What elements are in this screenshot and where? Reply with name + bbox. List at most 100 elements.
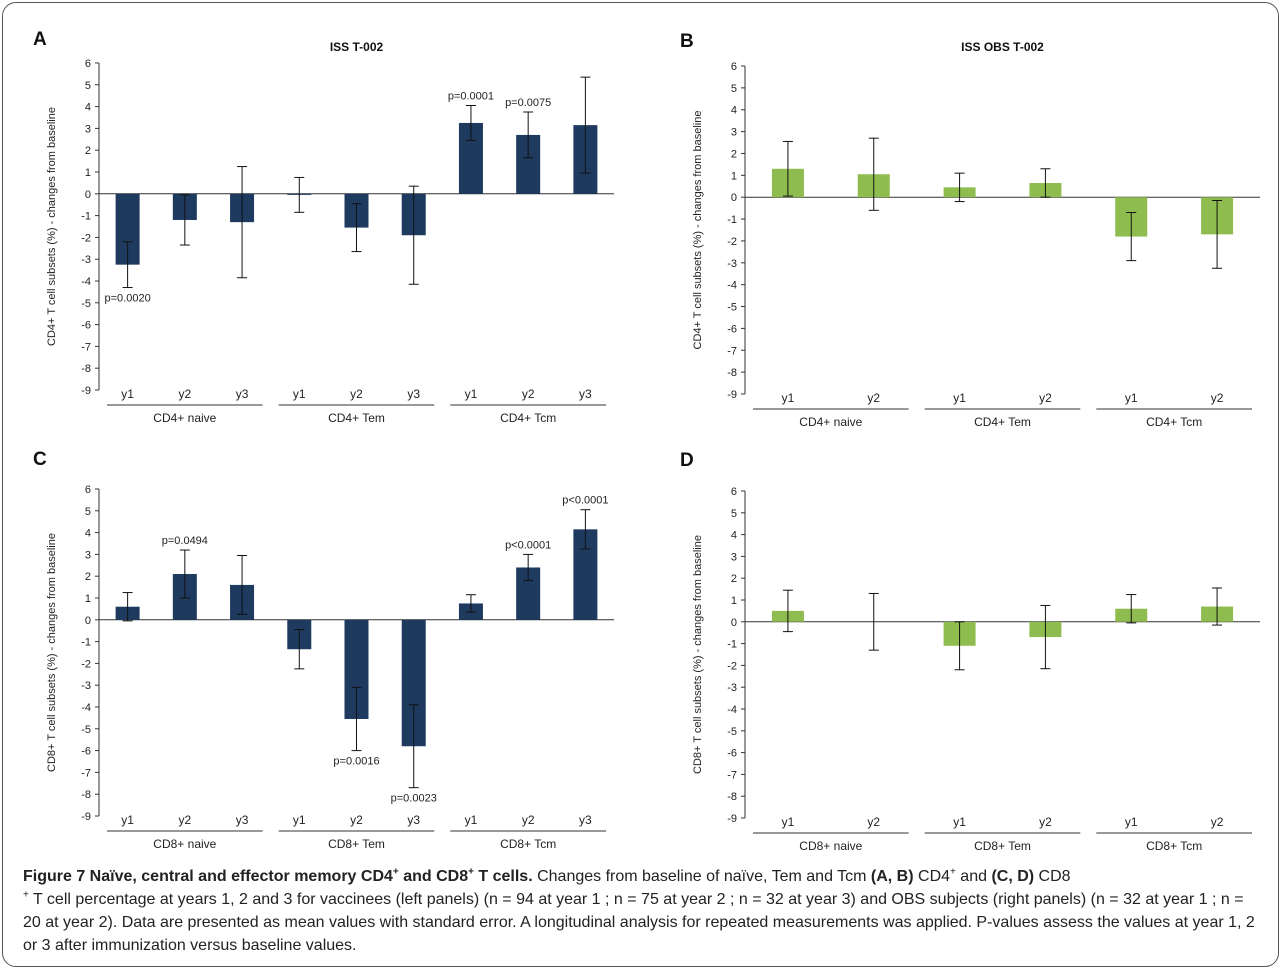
x-tick-label: y2	[178, 387, 191, 401]
y-tick-label: 4	[85, 102, 91, 114]
y-tick-label: -6	[81, 320, 91, 332]
panel-letter: D	[680, 450, 694, 471]
group-label: CD8+ Tcm	[1146, 839, 1202, 853]
x-tick-label: y2	[867, 391, 880, 405]
figure-caption: Figure 7 Naïve, central and effector mem…	[23, 866, 1255, 954]
y-tick-label: 5	[731, 83, 737, 95]
y-tick-label: 3	[85, 123, 91, 135]
chart-panel-c: C 6 5 4 3 2 1 0 -1 -2 -3 -4 -5 -6 -7 -8 -9 CD8+ T cell su…	[33, 449, 614, 851]
y-tick-label: -7	[727, 345, 737, 357]
y-tick-label: -1	[81, 637, 91, 649]
group-label: CD8+ Tem	[328, 837, 385, 851]
x-tick-label: y2	[867, 815, 880, 829]
x-tick-label: y3	[407, 387, 420, 401]
chart-title: ISS T-002	[330, 40, 384, 54]
y-tick-label: 6	[731, 486, 737, 498]
y-tick-label: 1	[731, 170, 737, 182]
x-tick-label: y1	[121, 813, 134, 827]
p-value-label: p=0.0020	[105, 293, 151, 305]
caption-text-1: Changes from baseline of naïve, Tem and …	[532, 868, 871, 885]
panel-letter: C	[33, 449, 47, 470]
x-tick-label: y1	[293, 813, 306, 827]
y-tick-label: 5	[731, 508, 737, 520]
y-tick-label: -8	[727, 791, 737, 803]
y-tick-label: -4	[727, 704, 737, 716]
y-tick-label: -7	[81, 767, 91, 779]
y-tick-label: -1	[81, 211, 91, 223]
chart-panel-b: B ISS OBS T-002 6 5 4 3 2 1 0 -1 -2 -3 -4 -5 -6 -7 -8 -9 C…	[680, 31, 1260, 429]
y-tick-label: -6	[81, 746, 91, 758]
y-tick-label: -8	[81, 789, 91, 801]
y-tick-label: 2	[731, 148, 737, 160]
y-tick-label: 2	[85, 145, 91, 157]
group-label: CD4+ naive	[799, 415, 862, 429]
p-value-label: p=0.0001	[448, 91, 494, 103]
y-axis-label: CD8+ T cell subsets (%) - changes from b…	[692, 535, 704, 774]
y-tick-label: 2	[85, 571, 91, 583]
y-tick-label: -5	[727, 726, 737, 738]
x-tick-label: y2	[1211, 815, 1224, 829]
y-tick-label: -1	[727, 639, 737, 651]
figure-charts: A ISS T-002 6 5 4 3 2 1 0 -1 -2 -3 -4 -5 -6 -7 -8 -9 CD4+ …	[33, 29, 1260, 853]
y-tick-label: -5	[81, 298, 91, 310]
y-tick-label: 3	[731, 551, 737, 563]
x-tick-label: y1	[953, 391, 966, 405]
y-tick-label: -9	[81, 811, 91, 823]
group-label: CD4+ naive	[153, 411, 216, 425]
x-tick-label: y3	[236, 387, 249, 401]
y-tick-label: -7	[727, 769, 737, 781]
p-value-label: p=0.0075	[505, 97, 551, 109]
caption-title: Figure 7 Naïve, central and effector mem…	[23, 866, 533, 885]
y-tick-label: -5	[727, 302, 737, 314]
x-tick-label: y1	[1125, 391, 1138, 405]
y-tick-label: -5	[81, 724, 91, 736]
caption-ref-ab: (A, B)	[870, 868, 914, 885]
x-tick-label: y2	[1211, 391, 1224, 405]
x-tick-label: y3	[407, 813, 420, 827]
group-label: CD4+ Tcm	[1146, 415, 1202, 429]
x-tick-label: y2	[522, 387, 535, 401]
y-tick-label: -6	[727, 323, 737, 335]
p-value-label: p<0.0001	[562, 495, 608, 507]
y-tick-label: 3	[85, 549, 91, 561]
y-tick-label: -7	[81, 341, 91, 353]
y-tick-label: -2	[81, 658, 91, 670]
y-tick-label: -1	[727, 214, 737, 226]
y-tick-label: -4	[81, 702, 91, 714]
y-tick-label: -2	[727, 660, 737, 672]
y-tick-label: -3	[727, 258, 737, 270]
caption-ref-cd: (C, D)	[991, 868, 1035, 885]
x-tick-label: y3	[236, 813, 249, 827]
panel-letter: B	[680, 31, 694, 52]
x-tick-label: y1	[465, 387, 478, 401]
y-tick-label: 2	[731, 573, 737, 585]
y-tick-label: -2	[727, 236, 737, 248]
y-tick-label: -9	[727, 813, 737, 825]
y-tick-label: 1	[85, 593, 91, 605]
y-tick-label: 4	[85, 528, 91, 540]
y-tick-label: -3	[727, 682, 737, 694]
x-tick-label: y2	[178, 813, 191, 827]
y-tick-label: 0	[85, 615, 91, 627]
y-tick-label: 0	[85, 189, 91, 201]
x-tick-label: y3	[579, 813, 592, 827]
p-value-label: p<0.0001	[505, 539, 551, 551]
p-value-label: p=0.0023	[391, 793, 437, 805]
group-label: CD8+ naive	[799, 839, 862, 853]
x-tick-label: y2	[350, 387, 363, 401]
y-tick-label: 1	[85, 167, 91, 179]
x-tick-label: y2	[1039, 391, 1052, 405]
panel-letter: A	[33, 29, 47, 50]
x-tick-label: y1	[1125, 815, 1138, 829]
group-label: CD4+ Tcm	[500, 411, 556, 425]
x-tick-label: y1	[953, 815, 966, 829]
p-value-label: p=0.0016	[333, 756, 379, 768]
y-tick-label: 6	[731, 61, 737, 73]
group-label: CD4+ Tem	[974, 415, 1031, 429]
y-tick-label: 5	[85, 80, 91, 92]
y-tick-label: 4	[731, 530, 737, 542]
chart-panel-a: A ISS T-002 6 5 4 3 2 1 0 -1 -2 -3 -4 -5 -6 -7 -8 -9 CD4+ …	[33, 29, 614, 425]
x-tick-label: y1	[465, 813, 478, 827]
x-tick-label: y1	[782, 391, 795, 405]
